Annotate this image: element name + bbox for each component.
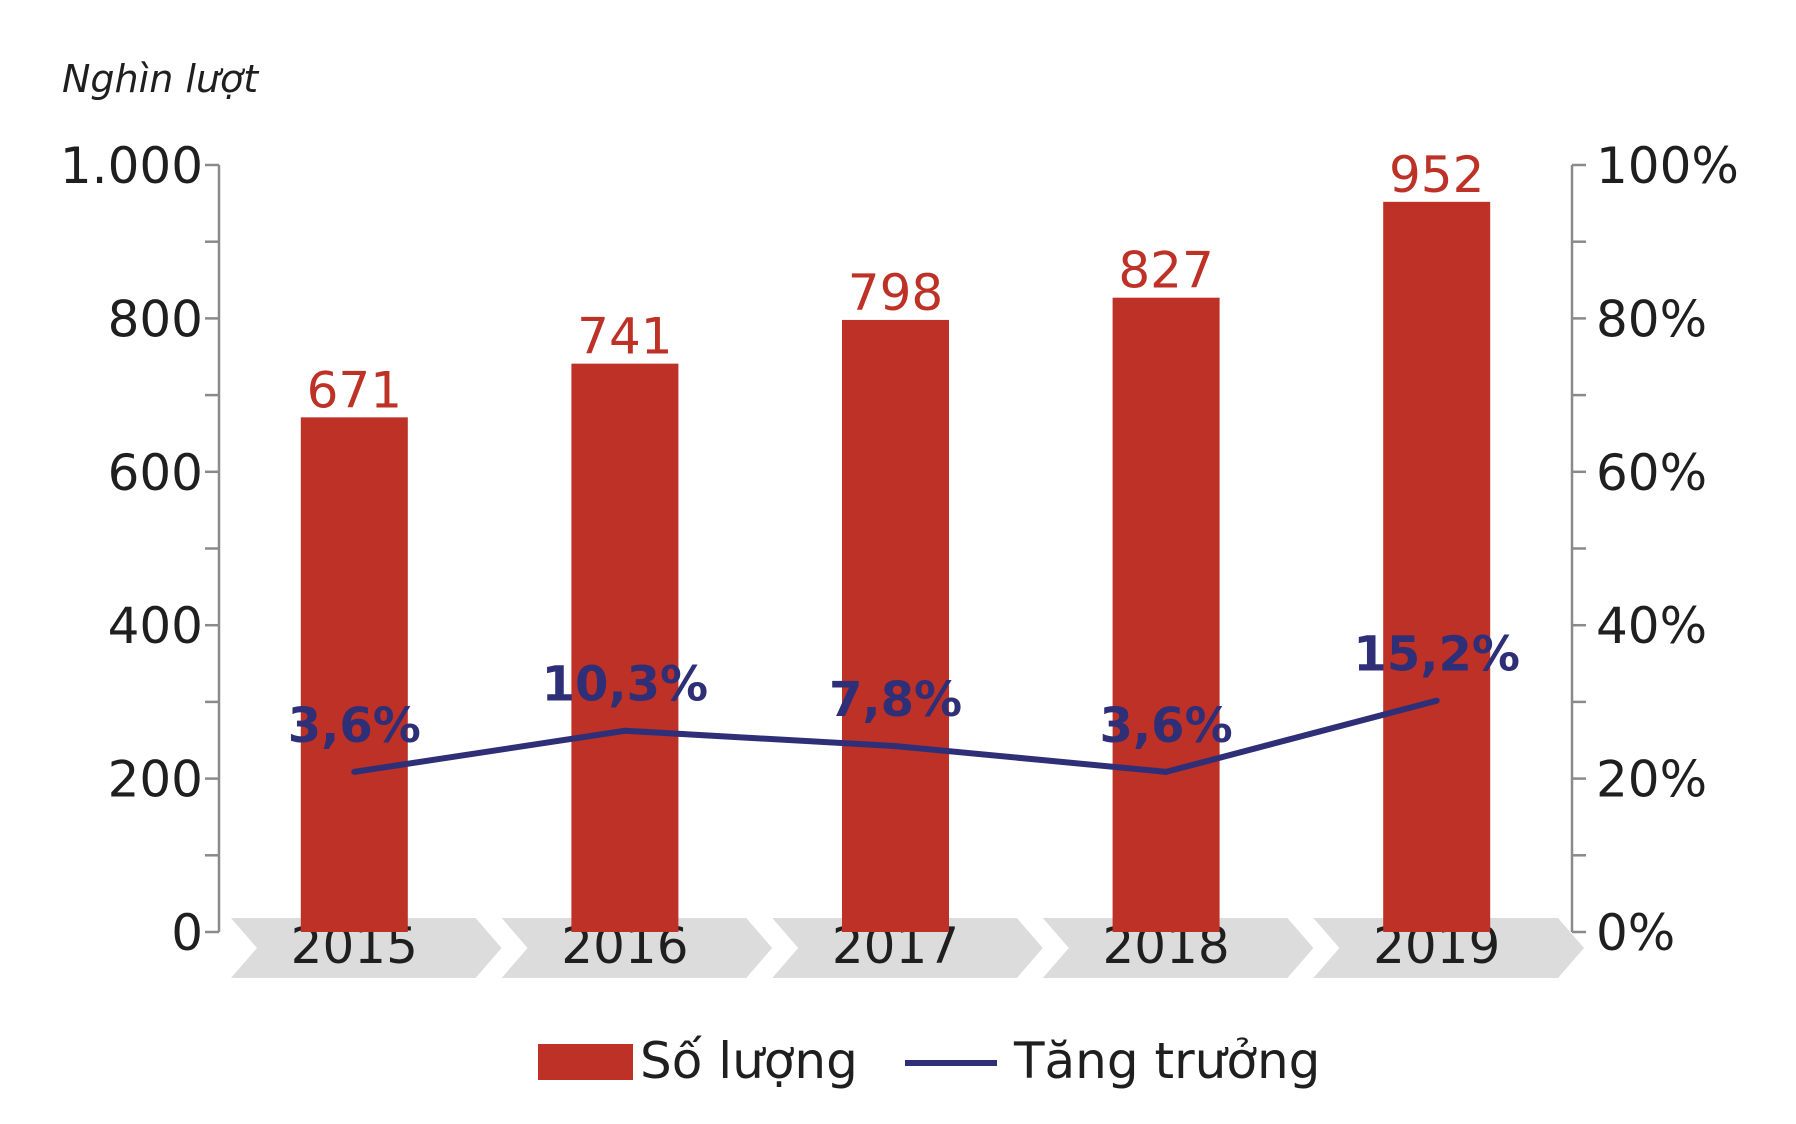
- legend: Số lượng Tăng trưởng: [538, 1032, 1320, 1090]
- legend-label-bars: Số lượng: [640, 1032, 858, 1090]
- growth-value-label: 10,3%: [542, 657, 709, 713]
- bar-value-label: 827: [1118, 242, 1213, 300]
- bar-value-label: 671: [307, 361, 402, 419]
- right-tick-label: 80%: [1596, 290, 1707, 348]
- growth-point: [351, 768, 358, 775]
- left-tick-label: 600: [108, 444, 203, 502]
- x-category-band: [1042, 918, 1314, 978]
- left-tick-label: 800: [108, 290, 203, 348]
- growth-value-label: 3,6%: [288, 698, 421, 754]
- x-category-band: [772, 918, 1043, 978]
- growth-point: [1163, 768, 1170, 775]
- left-tick-label: 400: [108, 597, 203, 655]
- legend-swatch-bars: [538, 1044, 633, 1080]
- left-tick-label: 200: [108, 751, 203, 809]
- bar-value-label: 798: [848, 264, 943, 322]
- x-category-band: [231, 918, 502, 978]
- axes-group: Nghìn lượt 0 200 400 600 800 1.000 0% 20% 40% 60% 8…: [60, 57, 1739, 962]
- growth-point: [621, 727, 628, 734]
- growth-point: [1433, 697, 1440, 704]
- y-unit-label: Nghìn lượt: [62, 57, 260, 101]
- labels-group: 671 741 798 827 952 3,6% 10,3% 7,8% 3,6% 15,2%: [288, 146, 1520, 754]
- bar-2018: [1112, 297, 1220, 932]
- bar-2017: [842, 319, 949, 933]
- legend-label-line: Tăng trưởng: [1013, 1032, 1320, 1090]
- left-tick-label: 0: [171, 904, 203, 962]
- right-tick-label: 100%: [1596, 137, 1739, 195]
- growth-value-label: 15,2%: [1353, 627, 1520, 683]
- growth-value-label: 7,8%: [829, 672, 962, 728]
- bar-2016: [571, 363, 679, 932]
- right-tick-label: 40%: [1596, 597, 1707, 655]
- right-tick-label: 60%: [1596, 444, 1707, 502]
- bar-value-label: 952: [1389, 146, 1484, 204]
- bar-2019: [1383, 201, 1491, 933]
- x-category-band: [501, 918, 773, 978]
- growth-line-group: [351, 697, 1440, 775]
- growth-point: [892, 743, 899, 750]
- x-category-band: [1313, 918, 1584, 978]
- left-tick-label: 1.000: [60, 137, 203, 195]
- growth-value-label: 3,6%: [1100, 698, 1233, 754]
- bars-group: [300, 201, 1491, 933]
- bar-value-label: 741: [577, 308, 672, 366]
- right-tick-label: 0%: [1596, 904, 1675, 962]
- bar-2015: [300, 417, 408, 932]
- right-tick-label: 20%: [1596, 751, 1707, 809]
